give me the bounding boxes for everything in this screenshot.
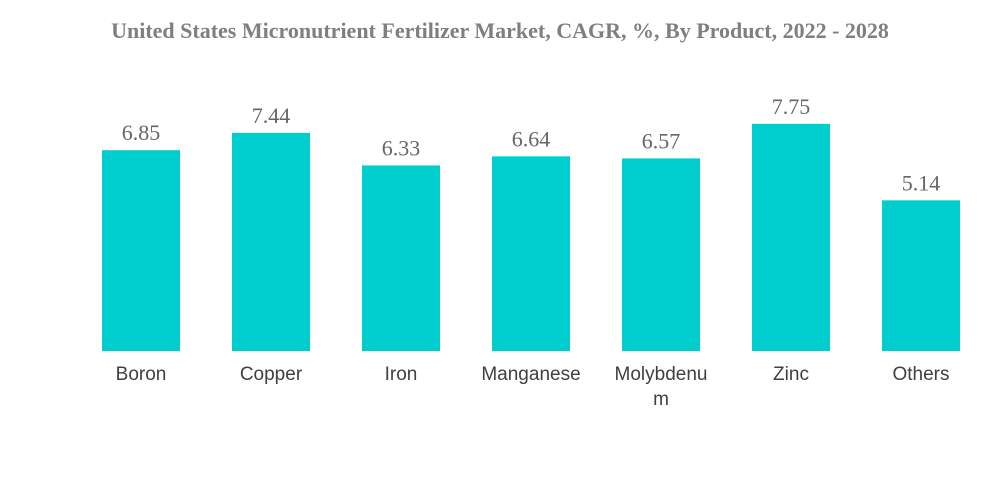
data-label-molybdenum: 6.57 xyxy=(642,128,681,153)
bar-boron xyxy=(102,150,180,351)
data-label-iron: 6.33 xyxy=(382,135,421,160)
bar-others xyxy=(882,200,960,351)
category-label-boron: Boron xyxy=(116,364,167,385)
data-label-manganese: 6.64 xyxy=(512,126,551,151)
bar-iron xyxy=(362,165,440,351)
bar-manganese xyxy=(492,156,570,351)
category-label-zinc: Zinc xyxy=(773,364,809,385)
category-label-manganese: Manganese xyxy=(481,364,580,385)
chart-title: United States Micronutrient Fertilizer M… xyxy=(111,18,889,43)
bar-copper xyxy=(232,132,310,351)
category-label-molybdenum: Molybdenu m xyxy=(615,364,708,410)
bar-molybdenum xyxy=(622,158,700,351)
category-label-iron: Iron xyxy=(385,364,418,385)
data-label-others: 5.14 xyxy=(902,170,941,195)
bar-zinc xyxy=(752,123,830,351)
category-label-copper: Copper xyxy=(240,364,303,385)
data-label-boron: 6.85 xyxy=(122,120,161,145)
data-label-copper: 7.44 xyxy=(252,103,291,128)
data-label-zinc: 7.75 xyxy=(772,94,811,119)
category-label-others: Others xyxy=(892,364,949,385)
